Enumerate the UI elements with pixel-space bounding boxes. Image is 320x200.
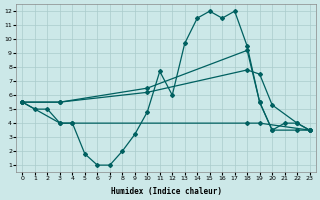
- X-axis label: Humidex (Indice chaleur): Humidex (Indice chaleur): [110, 187, 221, 196]
